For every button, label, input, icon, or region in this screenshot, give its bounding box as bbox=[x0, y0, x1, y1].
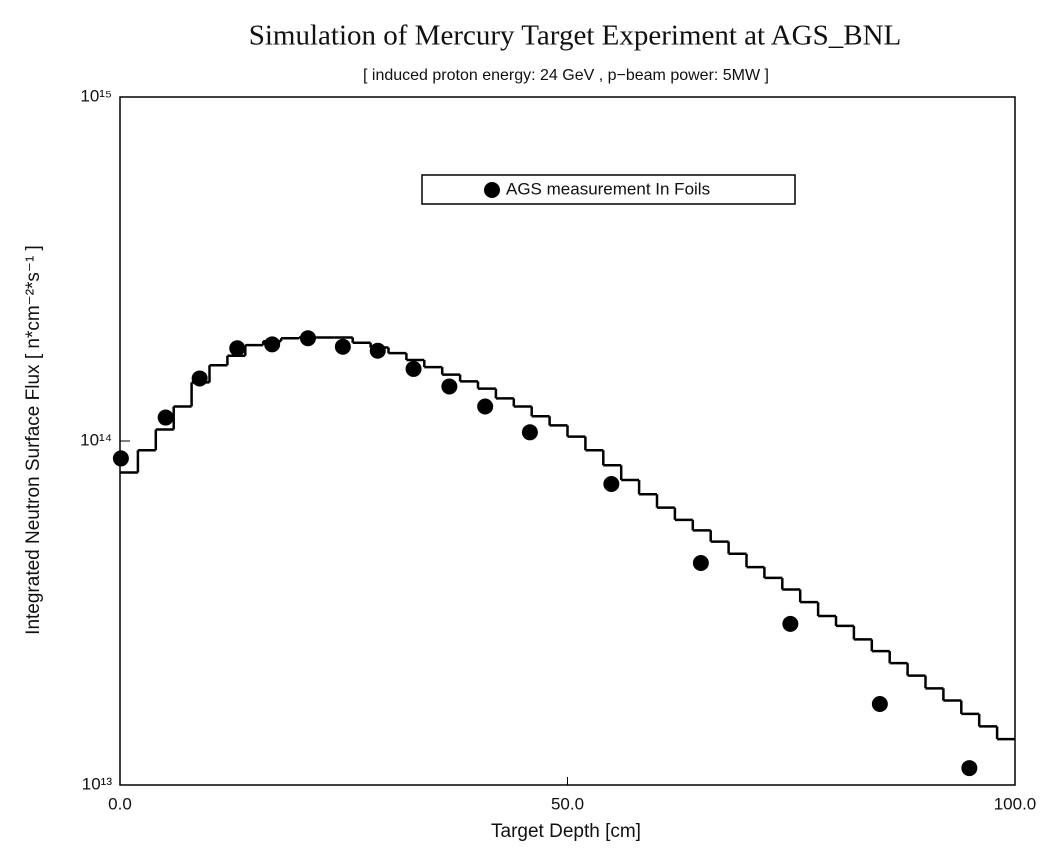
x-tick-label: 50.0 bbox=[551, 794, 584, 813]
data-point bbox=[692, 554, 709, 571]
data-point bbox=[112, 450, 129, 467]
data-point bbox=[477, 398, 494, 415]
y-axis-label: Integrated Neutron Surface Flux [ n*cm⁻²… bbox=[23, 245, 44, 635]
y-tick-label: 10¹³ bbox=[82, 774, 113, 793]
data-point bbox=[521, 424, 538, 441]
y-tick-label: 10¹⁵ bbox=[80, 86, 112, 105]
chart-title: Simulation of Mercury Target Experiment … bbox=[249, 20, 902, 52]
data-point bbox=[369, 342, 386, 359]
x-axis-label: Target Depth [cm] bbox=[491, 821, 641, 842]
data-point bbox=[191, 370, 208, 387]
legend-label: AGS measurement In Foils bbox=[506, 179, 710, 198]
data-point bbox=[334, 338, 351, 355]
data-point bbox=[961, 760, 978, 777]
y-tick-label: 10¹⁴ bbox=[80, 430, 112, 449]
data-point bbox=[229, 340, 246, 357]
data-point bbox=[299, 330, 316, 347]
data-point bbox=[603, 475, 620, 492]
data-point bbox=[782, 615, 799, 632]
legend-marker bbox=[484, 182, 500, 198]
x-tick-label: 0.0 bbox=[108, 794, 132, 813]
data-point bbox=[871, 695, 888, 712]
data-point bbox=[441, 378, 458, 395]
data-point bbox=[405, 360, 422, 377]
data-point bbox=[264, 336, 281, 353]
data-point bbox=[157, 409, 174, 426]
x-tick-label: 100.0 bbox=[994, 794, 1037, 813]
chart-subtitle: [ induced proton energy: 24 GeV , p−beam… bbox=[363, 67, 769, 84]
